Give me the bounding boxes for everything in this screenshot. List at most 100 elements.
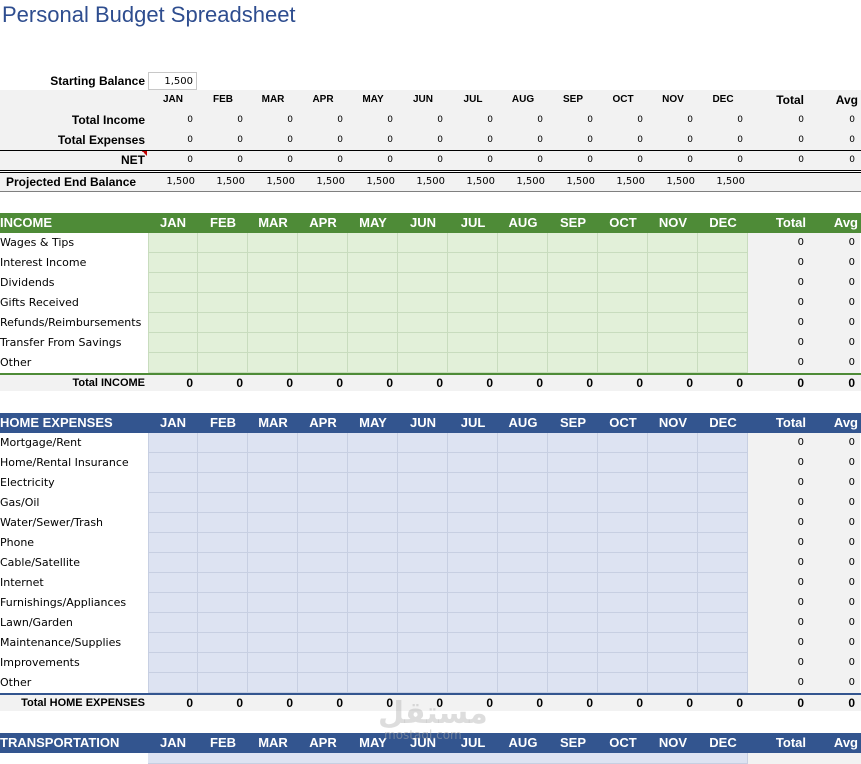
line-item-input[interactable] bbox=[548, 333, 598, 353]
line-item-input[interactable] bbox=[498, 333, 548, 353]
line-item-input[interactable] bbox=[248, 273, 298, 293]
line-item-input[interactable] bbox=[148, 333, 198, 353]
line-item-input[interactable] bbox=[298, 433, 348, 453]
line-item-input[interactable] bbox=[698, 453, 748, 473]
line-item-input[interactable] bbox=[598, 353, 648, 373]
line-item-input[interactable] bbox=[448, 653, 498, 673]
line-item-input[interactable] bbox=[398, 633, 448, 653]
line-item-input[interactable] bbox=[298, 673, 348, 693]
line-item-input[interactable] bbox=[248, 253, 298, 273]
line-item-input[interactable] bbox=[148, 533, 198, 553]
line-item-input[interactable] bbox=[398, 313, 448, 333]
line-item-input[interactable] bbox=[448, 293, 498, 313]
line-item-input[interactable] bbox=[148, 753, 748, 764]
line-item-input[interactable] bbox=[348, 293, 398, 313]
line-item-input[interactable] bbox=[298, 553, 348, 573]
line-item-input[interactable] bbox=[298, 513, 348, 533]
line-item-input[interactable] bbox=[548, 253, 598, 273]
line-item-input[interactable] bbox=[448, 473, 498, 493]
line-item-input[interactable] bbox=[598, 313, 648, 333]
line-item-input[interactable] bbox=[698, 473, 748, 493]
line-item-input[interactable] bbox=[198, 293, 248, 313]
line-item-input[interactable] bbox=[548, 633, 598, 653]
line-item-input[interactable] bbox=[698, 353, 748, 373]
line-item-input[interactable] bbox=[598, 633, 648, 653]
line-item-input[interactable] bbox=[598, 673, 648, 693]
line-item-input[interactable] bbox=[648, 553, 698, 573]
line-item-input[interactable] bbox=[698, 533, 748, 553]
line-item-input[interactable] bbox=[648, 293, 698, 313]
line-item-input[interactable] bbox=[298, 233, 348, 253]
line-item-input[interactable] bbox=[498, 293, 548, 313]
line-item-input[interactable] bbox=[648, 613, 698, 633]
line-item-input[interactable] bbox=[548, 473, 598, 493]
line-item-input[interactable] bbox=[498, 513, 548, 533]
line-item-input[interactable] bbox=[348, 233, 398, 253]
line-item-input[interactable] bbox=[498, 613, 548, 633]
line-item-input[interactable] bbox=[198, 593, 248, 613]
line-item-input[interactable] bbox=[148, 573, 198, 593]
line-item-input[interactable] bbox=[598, 333, 648, 353]
line-item-input[interactable] bbox=[448, 233, 498, 253]
line-item-input[interactable] bbox=[248, 533, 298, 553]
line-item-input[interactable] bbox=[198, 673, 248, 693]
line-item-input[interactable] bbox=[448, 253, 498, 273]
line-item-input[interactable] bbox=[148, 293, 198, 313]
line-item-input[interactable] bbox=[398, 673, 448, 693]
line-item-input[interactable] bbox=[698, 253, 748, 273]
line-item-input[interactable] bbox=[698, 553, 748, 573]
line-item-input[interactable] bbox=[348, 613, 398, 633]
line-item-input[interactable] bbox=[198, 613, 248, 633]
line-item-input[interactable] bbox=[398, 353, 448, 373]
line-item-input[interactable] bbox=[198, 493, 248, 513]
line-item-input[interactable] bbox=[548, 513, 598, 533]
line-item-input[interactable] bbox=[448, 673, 498, 693]
line-item-input[interactable] bbox=[548, 493, 598, 513]
line-item-input[interactable] bbox=[548, 673, 598, 693]
line-item-input[interactable] bbox=[498, 573, 548, 593]
line-item-input[interactable] bbox=[348, 273, 398, 293]
line-item-input[interactable] bbox=[348, 253, 398, 273]
line-item-input[interactable] bbox=[198, 633, 248, 653]
line-item-input[interactable] bbox=[198, 473, 248, 493]
line-item-input[interactable] bbox=[248, 513, 298, 533]
line-item-input[interactable] bbox=[348, 593, 398, 613]
line-item-input[interactable] bbox=[248, 573, 298, 593]
line-item-input[interactable] bbox=[298, 253, 348, 273]
line-item-input[interactable] bbox=[248, 293, 298, 313]
line-item-input[interactable] bbox=[298, 593, 348, 613]
line-item-input[interactable] bbox=[398, 333, 448, 353]
line-item-input[interactable] bbox=[698, 593, 748, 613]
line-item-input[interactable] bbox=[148, 273, 198, 293]
line-item-input[interactable] bbox=[498, 553, 548, 573]
line-item-input[interactable] bbox=[698, 293, 748, 313]
line-item-input[interactable] bbox=[498, 593, 548, 613]
line-item-input[interactable] bbox=[648, 313, 698, 333]
line-item-input[interactable] bbox=[398, 613, 448, 633]
line-item-input[interactable] bbox=[198, 433, 248, 453]
line-item-input[interactable] bbox=[598, 233, 648, 253]
line-item-input[interactable] bbox=[498, 493, 548, 513]
line-item-input[interactable] bbox=[648, 513, 698, 533]
line-item-input[interactable] bbox=[398, 473, 448, 493]
line-item-input[interactable] bbox=[448, 313, 498, 333]
line-item-input[interactable] bbox=[248, 673, 298, 693]
line-item-input[interactable] bbox=[248, 313, 298, 333]
line-item-input[interactable] bbox=[498, 353, 548, 373]
line-item-input[interactable] bbox=[298, 333, 348, 353]
line-item-input[interactable] bbox=[648, 433, 698, 453]
line-item-input[interactable] bbox=[698, 493, 748, 513]
line-item-input[interactable] bbox=[148, 653, 198, 673]
line-item-input[interactable] bbox=[248, 613, 298, 633]
line-item-input[interactable] bbox=[498, 233, 548, 253]
line-item-input[interactable] bbox=[448, 593, 498, 613]
line-item-input[interactable] bbox=[548, 573, 598, 593]
starting-balance-input[interactable]: 1,500 bbox=[148, 72, 197, 90]
line-item-input[interactable] bbox=[398, 593, 448, 613]
line-item-input[interactable] bbox=[698, 653, 748, 673]
line-item-input[interactable] bbox=[498, 473, 548, 493]
line-item-input[interactable] bbox=[698, 233, 748, 253]
line-item-input[interactable] bbox=[698, 613, 748, 633]
line-item-input[interactable] bbox=[448, 513, 498, 533]
line-item-input[interactable] bbox=[648, 673, 698, 693]
